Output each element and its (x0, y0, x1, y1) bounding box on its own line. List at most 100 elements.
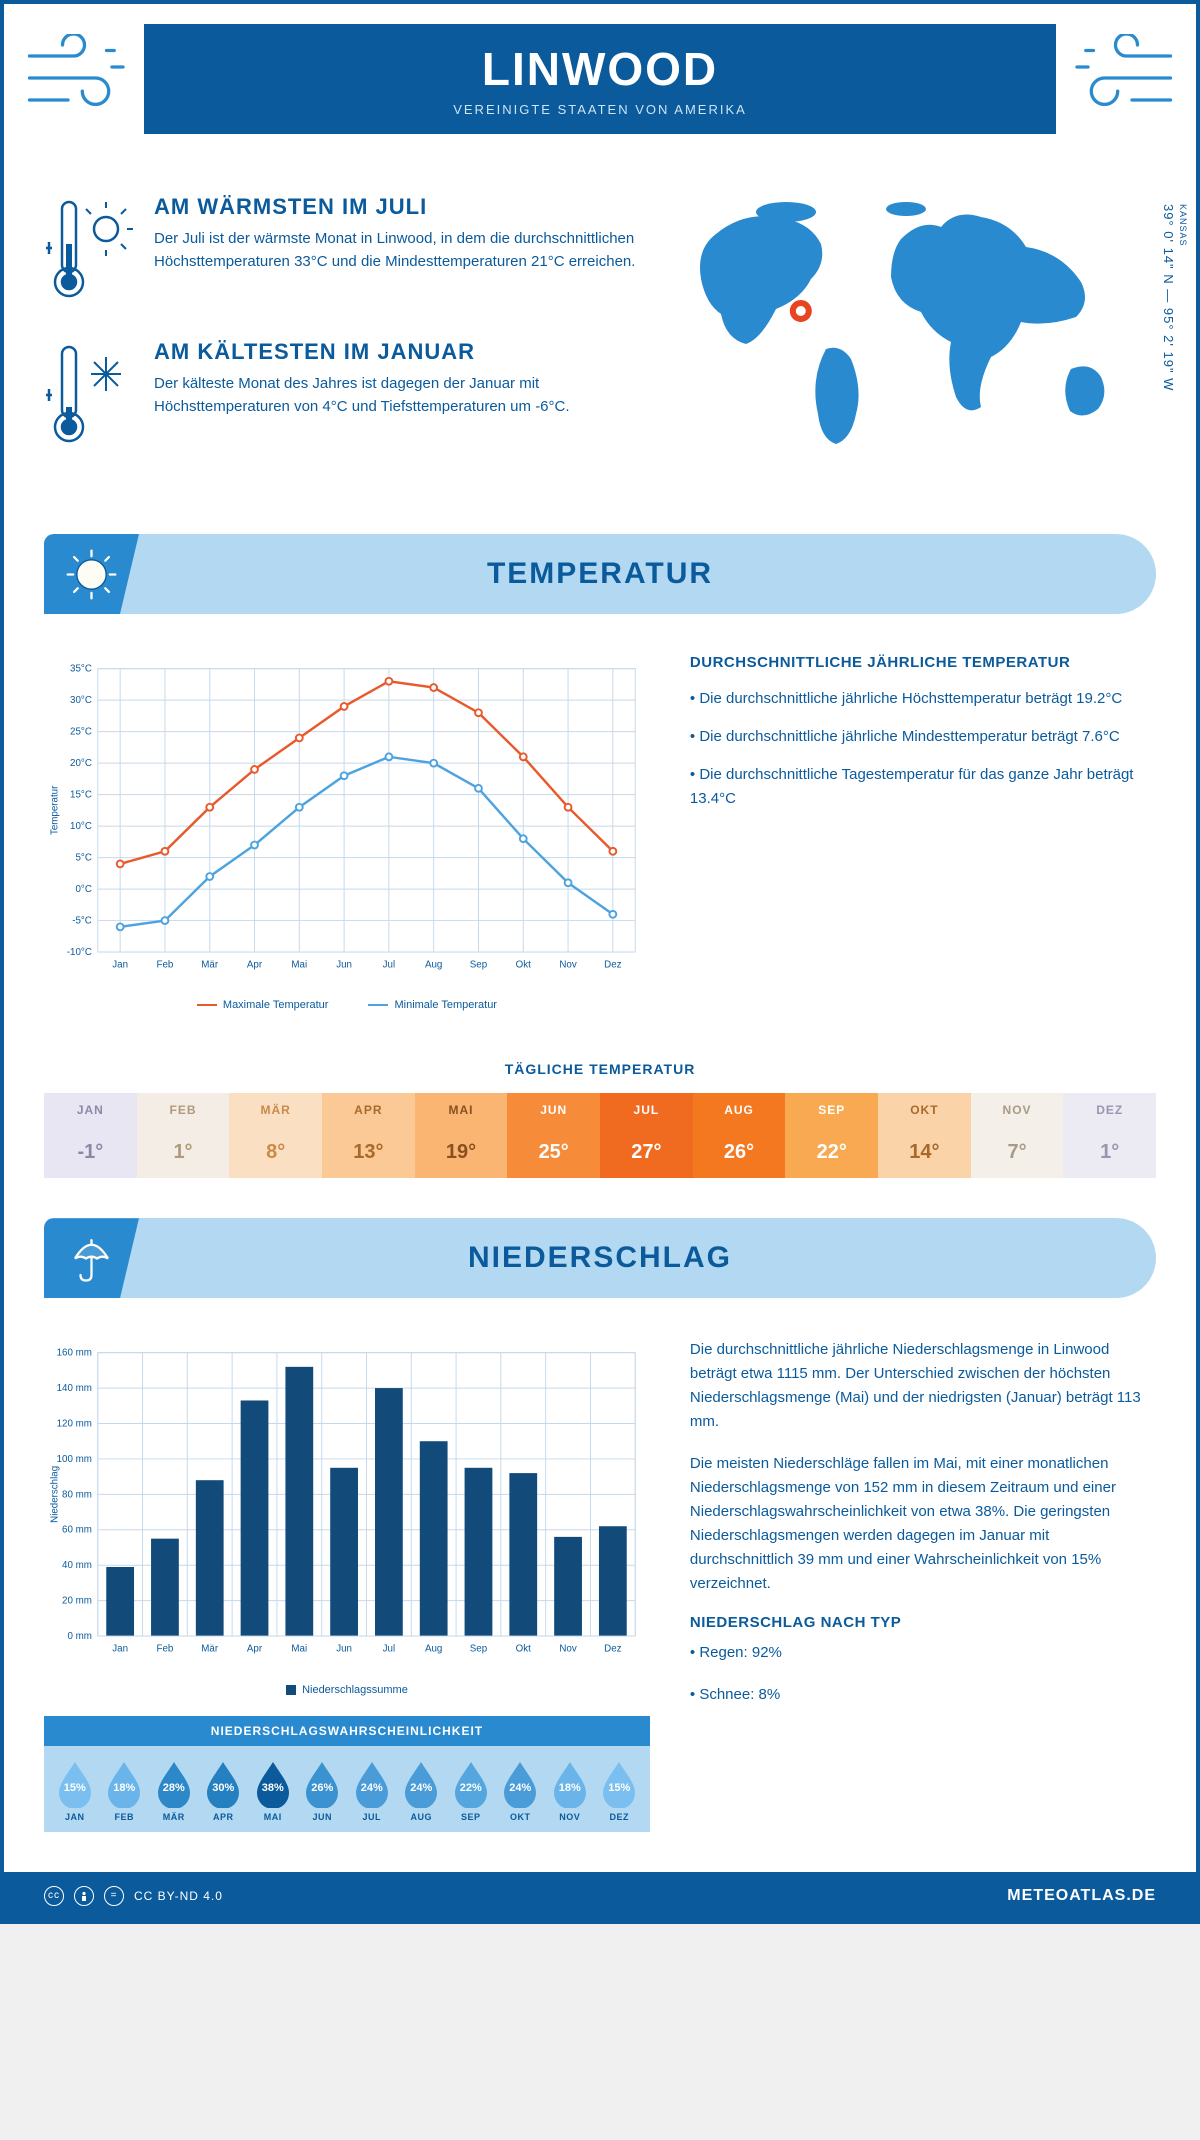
svg-text:10°C: 10°C (70, 821, 92, 832)
nd-icon: = (104, 1886, 124, 1906)
prob-drop: 15%DEZ (595, 1760, 645, 1822)
cc-icon: cc (44, 1886, 64, 1906)
location-marker-icon (793, 303, 809, 319)
temperature-heading: TEMPERATUR (487, 557, 713, 591)
precip-chart-legend: Niederschlagssumme (44, 1684, 650, 1696)
precipitation-info: Die durchschnittliche jährliche Niedersc… (690, 1338, 1156, 1831)
precipitation-banner: NIEDERSCHLAG (44, 1218, 1156, 1298)
thermometer-snow-icon (44, 339, 134, 454)
license: cc = CC BY-ND 4.0 (44, 1886, 223, 1906)
svg-text:Feb: Feb (157, 960, 174, 971)
wind-icon-right (1066, 34, 1176, 124)
temp-info-title: DURCHSCHNITTLICHE JÄHRLICHE TEMPERATUR (690, 654, 1156, 671)
svg-text:40 mm: 40 mm (62, 1560, 92, 1571)
legend-max: Maximale Temperatur (223, 999, 329, 1011)
wind-icon-left (24, 34, 134, 124)
svg-text:Jun: Jun (336, 960, 352, 971)
temperature-line-chart: -10°C-5°C0°C5°C10°C15°C20°C25°C30°C35°CJ… (44, 654, 650, 1011)
svg-text:Apr: Apr (247, 960, 263, 971)
svg-text:Jul: Jul (383, 960, 395, 971)
coldest-title: AM KÄLTESTEN IM JANUAR (154, 339, 646, 365)
world-map-panel: KANSAS 39° 0' 14" N — 95° 2' 19" W (676, 194, 1156, 484)
prob-drop: 24%OKT (496, 1760, 546, 1822)
intro-section: AM WÄRMSTEN IM JULI Der Juli ist der wär… (4, 174, 1196, 514)
svg-text:Aug: Aug (425, 960, 442, 971)
daily-temp-title: TÄGLICHE TEMPERATUR (4, 1061, 1196, 1077)
thermometer-sun-icon (44, 194, 134, 309)
svg-text:Apr: Apr (247, 1644, 263, 1655)
city-title: LINWOOD (482, 42, 718, 96)
svg-text:35°C: 35°C (70, 664, 92, 675)
svg-text:20°C: 20°C (70, 758, 92, 769)
svg-text:Jul: Jul (383, 1644, 395, 1655)
climate-facts: AM WÄRMSTEN IM JULI Der Juli ist der wär… (44, 194, 646, 484)
daily-temp-cell: MÄR8° (229, 1093, 322, 1178)
daily-temp-cell: JUN25° (507, 1093, 600, 1178)
svg-text:25°C: 25°C (70, 727, 92, 738)
prob-drop: 38%MAI (248, 1760, 298, 1822)
daily-temp-cell: SEP22° (785, 1093, 878, 1178)
legend-min: Minimale Temperatur (394, 999, 497, 1011)
warmest-title: AM WÄRMSTEN IM JULI (154, 194, 646, 220)
svg-text:-10°C: -10°C (67, 947, 92, 958)
prob-drop: 22%SEP (446, 1760, 496, 1822)
svg-text:0 mm: 0 mm (67, 1631, 91, 1642)
daily-temp-cell: OKT14° (878, 1093, 971, 1178)
warmest-fact: AM WÄRMSTEN IM JULI Der Juli ist der wär… (44, 194, 646, 309)
prob-drop: 28%MÄR (149, 1760, 199, 1822)
daily-temp-cell: APR13° (322, 1093, 415, 1178)
svg-text:60 mm: 60 mm (62, 1525, 92, 1536)
precip-probability-box: NIEDERSCHLAGSWAHRSCHEINLICHKEIT 15%JAN18… (44, 1716, 650, 1832)
umbrella-icon (44, 1218, 139, 1298)
svg-text:Dez: Dez (604, 1644, 621, 1655)
daily-temp-cell: MAI19° (415, 1093, 508, 1178)
daily-temp-row: JAN-1°FEB1°MÄR8°APR13°MAI19°JUN25°JUL27°… (44, 1093, 1156, 1178)
svg-text:Aug: Aug (425, 1644, 442, 1655)
precipitation-heading: NIEDERSCHLAG (468, 1241, 732, 1275)
state-label: KANSAS (1178, 204, 1188, 247)
svg-text:Sep: Sep (470, 1644, 488, 1655)
svg-text:Mai: Mai (291, 960, 307, 971)
precipitation-body: 0 mm20 mm40 mm60 mm80 mm100 mm120 mm140 … (4, 1318, 1196, 1841)
svg-text:Niederschlag: Niederschlag (50, 1466, 61, 1523)
precip-p2: Die meisten Niederschläge fallen im Mai,… (690, 1452, 1156, 1596)
svg-text:80 mm: 80 mm (62, 1490, 92, 1501)
coldest-text: Der kälteste Monat des Jahres ist dagege… (154, 373, 646, 418)
svg-text:140 mm: 140 mm (57, 1383, 92, 1394)
daily-temp-cell: FEB1° (137, 1093, 230, 1178)
svg-text:Dez: Dez (604, 960, 621, 971)
country-subtitle: VEREINIGTE STAATEN VON AMERIKA (453, 102, 747, 117)
temperature-banner: TEMPERATUR (44, 534, 1156, 614)
svg-text:20 mm: 20 mm (62, 1596, 92, 1607)
svg-text:5°C: 5°C (75, 853, 91, 864)
prob-drop: 18%FEB (100, 1760, 150, 1822)
by-icon (74, 1886, 94, 1906)
svg-text:Feb: Feb (157, 1644, 174, 1655)
prob-drop: 15%JAN (50, 1760, 100, 1822)
prob-drop: 26%JUN (298, 1760, 348, 1822)
daily-temp-cell: AUG26° (693, 1093, 786, 1178)
svg-text:160 mm: 160 mm (57, 1348, 92, 1359)
temperature-info: DURCHSCHNITTLICHE JÄHRLICHE TEMPERATUR •… (690, 654, 1156, 1011)
footer: cc = CC BY-ND 4.0 METEOATLAS.DE (4, 1872, 1196, 1920)
world-map-icon (676, 194, 1156, 454)
svg-text:Jan: Jan (112, 960, 128, 971)
title-bar: LINWOOD VEREINIGTE STAATEN VON AMERIKA (144, 24, 1056, 134)
svg-text:Sep: Sep (470, 960, 488, 971)
svg-text:0°C: 0°C (75, 884, 91, 895)
infographic-page: LINWOOD VEREINIGTE STAATEN VON AMERIKA A… (0, 0, 1200, 1924)
svg-text:Jan: Jan (112, 1644, 128, 1655)
daily-temp-cell: NOV7° (971, 1093, 1064, 1178)
precip-type-b2: • Schnee: 8% (690, 1683, 1156, 1707)
svg-text:100 mm: 100 mm (57, 1454, 92, 1465)
sun-icon (44, 534, 139, 614)
svg-text:-5°C: -5°C (72, 916, 92, 927)
temperature-body: -10°C-5°C0°C5°C10°C15°C20°C25°C30°C35°CJ… (4, 634, 1196, 1031)
prob-row: 15%JAN18%FEB28%MÄR30%APR38%MAI26%JUN24%J… (44, 1746, 650, 1832)
temp-chart-legend: Maximale Temperatur Minimale Temperatur (44, 999, 650, 1011)
svg-text:Mär: Mär (201, 960, 219, 971)
temp-info-b3: • Die durchschnittliche Tagestemperatur … (690, 763, 1156, 811)
svg-text:Nov: Nov (559, 1644, 576, 1655)
prob-drop: 24%JUL (347, 1760, 397, 1822)
daily-temp-cell: JAN-1° (44, 1093, 137, 1178)
